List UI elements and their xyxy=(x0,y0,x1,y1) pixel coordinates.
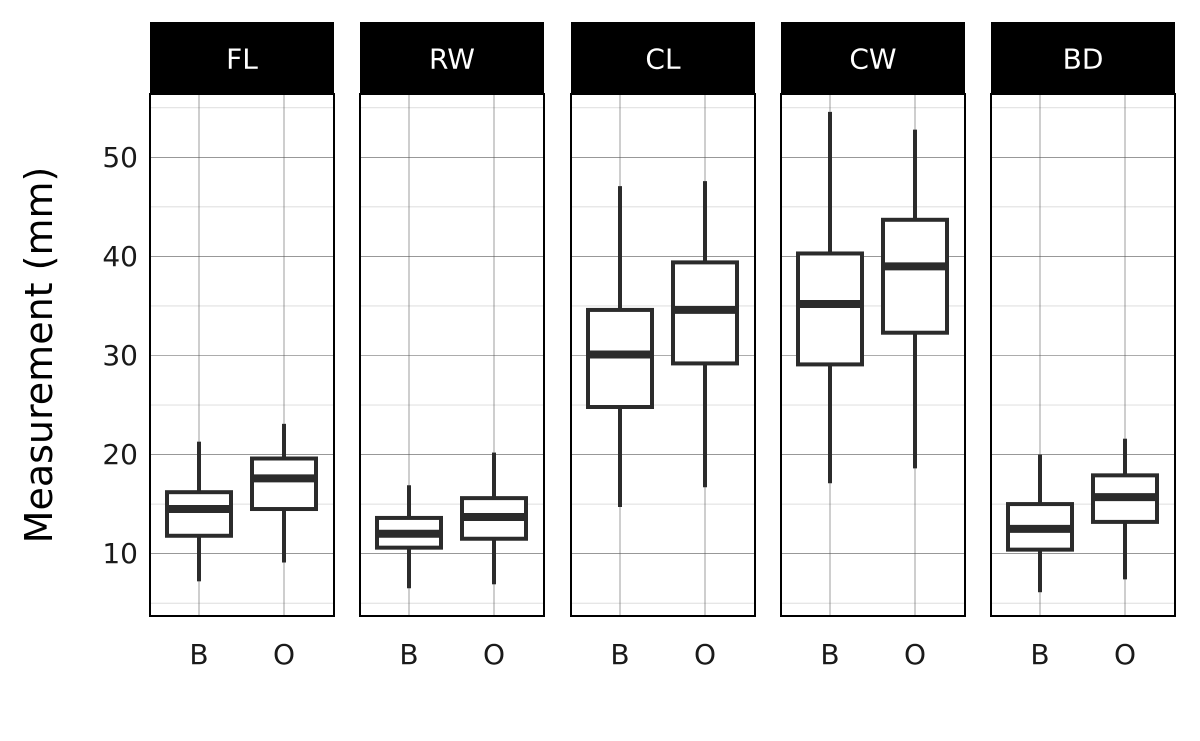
panel-border xyxy=(780,93,966,617)
x-tick-label: B xyxy=(1030,638,1049,671)
facet-panel-fl: FL B O xyxy=(149,22,335,671)
facet-label: CL xyxy=(645,43,681,76)
facet-strip xyxy=(360,22,544,94)
facet-panel-cw: CW B O xyxy=(780,22,966,671)
facet-label: RW xyxy=(429,43,475,76)
facet-strip xyxy=(781,22,965,94)
facet-panel-cl: CL B O xyxy=(570,22,756,671)
box-cw-o xyxy=(881,129,949,469)
panel-border xyxy=(359,93,545,617)
panel-border xyxy=(990,93,1176,617)
box-bd-o xyxy=(1091,438,1159,580)
box-bd-b xyxy=(1006,454,1074,593)
box-fl-o xyxy=(250,423,318,563)
box-cl-b xyxy=(586,186,654,508)
y-tick-label: 10 xyxy=(102,537,138,570)
y-tick-label: 40 xyxy=(102,240,138,273)
box-iqr xyxy=(250,456,318,512)
panel-border xyxy=(570,93,756,617)
y-tick-label: 20 xyxy=(102,438,138,471)
box-rw-b xyxy=(375,485,443,589)
box-iqr xyxy=(796,251,864,367)
facet-panel-bd: BD B O xyxy=(990,22,1176,671)
x-tick-label: B xyxy=(610,638,629,671)
box-iqr xyxy=(165,490,233,538)
facet-panel-rw: RW B O xyxy=(359,22,545,671)
panel-border xyxy=(149,93,335,617)
box-rw-o xyxy=(460,452,528,585)
x-tick-label: O xyxy=(273,638,295,671)
facet-label: CW xyxy=(849,43,896,76)
y-tick-label: 30 xyxy=(102,339,138,372)
facet-label: FL xyxy=(226,43,258,76)
facet-strip xyxy=(991,22,1175,94)
x-tick-label: O xyxy=(904,638,926,671)
x-tick-label: B xyxy=(399,638,418,671)
facet-strip xyxy=(571,22,755,94)
box-cl-o xyxy=(671,181,739,488)
x-tick-label: B xyxy=(189,638,208,671)
box-cw-b xyxy=(796,111,864,484)
y-tick-label: 50 xyxy=(102,141,138,174)
box-fl-b xyxy=(165,441,233,582)
y-tick-labels: 10 20 30 40 50 xyxy=(102,141,138,570)
facet-panels: FL B O RW B O CL B O CW B O BD B O xyxy=(149,22,1176,671)
facet-strip xyxy=(150,22,334,94)
x-tick-label: O xyxy=(483,638,505,671)
x-tick-label: O xyxy=(1114,638,1136,671)
x-tick-label: B xyxy=(820,638,839,671)
box-iqr xyxy=(881,217,949,335)
x-tick-label: O xyxy=(694,638,716,671)
y-axis-label: Measurement (mm) xyxy=(17,167,61,544)
facet-label: BD xyxy=(1063,43,1104,76)
